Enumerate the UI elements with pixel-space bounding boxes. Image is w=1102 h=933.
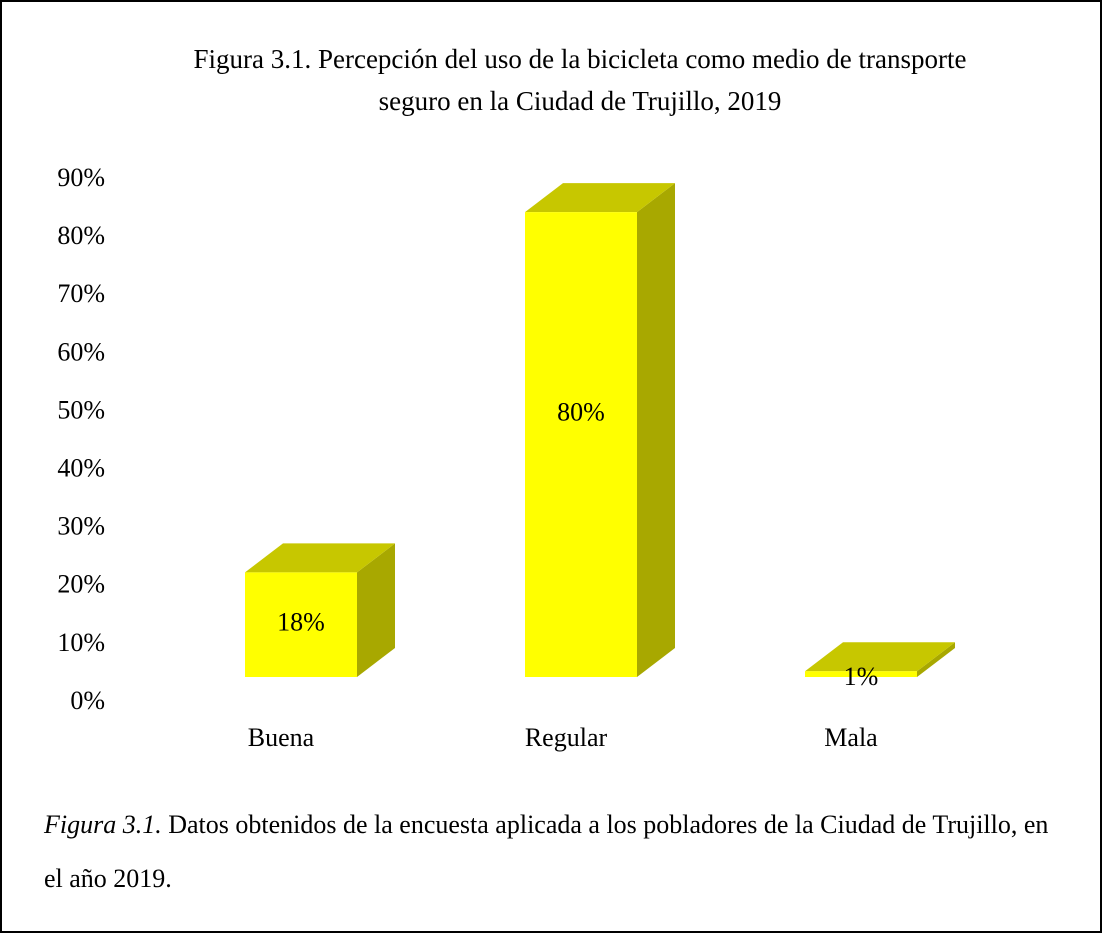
bar [805,671,917,677]
y-tick-label: 60% [57,337,105,366]
bar-side [917,642,955,677]
data-label: 18% [277,608,325,637]
caption: Figura 3.1. Datos obtenidos de la encues… [44,798,1064,906]
y-tick-label: 10% [57,628,105,657]
bar-side [637,183,675,677]
chart-title: Figura 3.1. Percepción del uso de la bic… [193,44,967,116]
y-tick-label: 0% [70,686,105,715]
x-tick-label: Buena [248,723,315,752]
y-tick-label: 80% [57,221,105,250]
bar-top [525,183,675,213]
bar-top [805,642,955,672]
y-tick-label: 90% [57,163,105,192]
data-label: 80% [557,398,605,427]
caption-text: Datos obtenidos de la encuesta aplicada … [44,810,1049,893]
x-tick-label: Mala [824,723,878,752]
x-tick-label: Regular [525,723,608,752]
y-tick-label: 40% [57,454,105,483]
y-tick-label: 70% [57,279,105,308]
bar-top [245,543,395,573]
y-tick-label: 30% [57,512,105,541]
data-label: 1% [844,662,879,691]
bar [245,572,357,677]
y-tick-label: 20% [57,570,105,599]
bar [525,212,637,677]
caption-label: Figura 3.1. [44,810,162,839]
y-tick-label: 50% [57,395,105,424]
bar-side [357,543,395,677]
